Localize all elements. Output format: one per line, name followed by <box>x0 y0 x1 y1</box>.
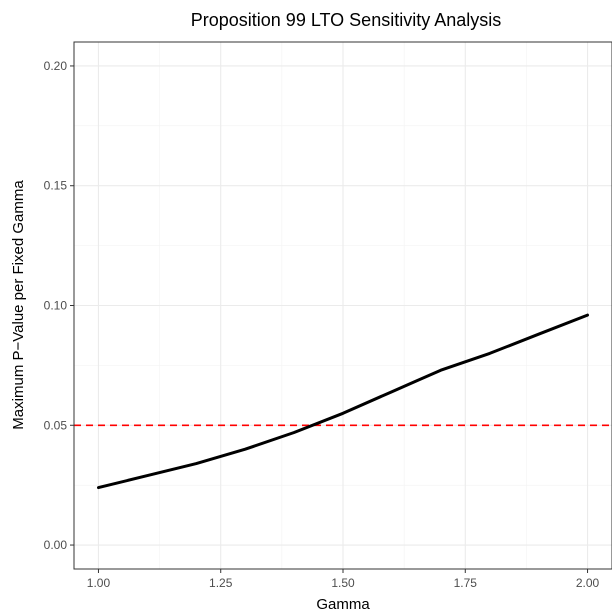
x-tick-label: 1.25 <box>209 576 233 590</box>
x-tick-label: 1.75 <box>454 576 478 590</box>
y-tick-label: 0.05 <box>44 418 68 432</box>
y-tick-label: 0.10 <box>44 299 68 313</box>
chart-title: Proposition 99 LTO Sensitivity Analysis <box>191 10 501 30</box>
series-line <box>97 313 589 490</box>
y-axis: 0.00 0.05 0.10 0.15 0.20 <box>44 59 74 552</box>
series-layer <box>74 313 612 490</box>
x-axis-label: Gamma <box>316 596 370 613</box>
x-tick-label: 2.00 <box>576 576 600 590</box>
x-tick-label: 1.50 <box>331 576 355 590</box>
y-tick-label: 0.20 <box>44 59 68 73</box>
x-axis: 1.00 1.25 1.50 1.75 2.00 <box>87 569 600 590</box>
x-tick-label: 1.00 <box>87 576 111 590</box>
y-tick-label: 0.15 <box>44 179 68 193</box>
grid-major <box>74 42 612 569</box>
y-tick-label: 0.00 <box>44 538 68 552</box>
y-axis-label: Maximum P−Value per Fixed Gamma <box>10 180 27 430</box>
